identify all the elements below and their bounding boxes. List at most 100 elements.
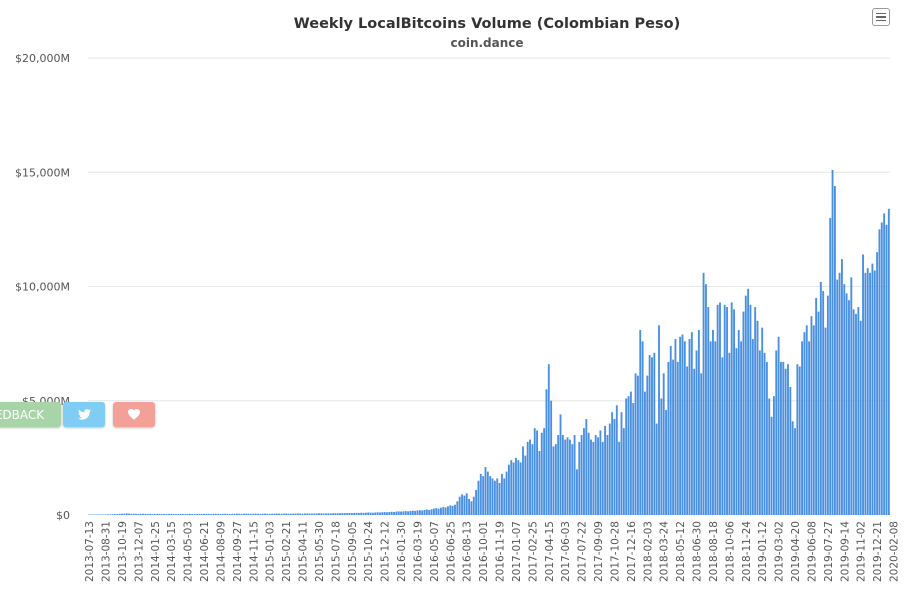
bar: [676, 361, 679, 515]
bar: [740, 341, 743, 515]
bar: [294, 513, 297, 515]
bar: [782, 361, 785, 515]
bar: [200, 513, 203, 515]
bar: [866, 268, 869, 515]
bar: [754, 307, 757, 515]
bar: [784, 368, 787, 515]
bar: [357, 512, 360, 515]
x-tick-label: 2019-11-02: [856, 521, 868, 582]
twitter-share-button[interactable]: [63, 402, 105, 427]
bar: [667, 361, 670, 515]
bar: [367, 512, 370, 515]
bar: [791, 421, 794, 515]
bar: [683, 341, 686, 515]
bar: [231, 513, 234, 515]
bar: [798, 366, 801, 515]
x-tick-label: 2014-11-15: [248, 521, 260, 582]
chart-menu-button[interactable]: [872, 8, 890, 26]
bar: [336, 513, 339, 515]
bar: [819, 281, 822, 515]
x-tick-label: 2017-04-15: [544, 521, 556, 582]
bar: [329, 513, 332, 515]
bar: [264, 513, 266, 515]
x-tick-label: 2017-06-03: [560, 521, 572, 582]
bar: [620, 412, 623, 515]
bar: [859, 320, 862, 515]
bar: [92, 514, 95, 515]
bar: [189, 513, 191, 515]
x-tick-label: 2013-07-13: [84, 521, 96, 582]
bar: [123, 513, 126, 515]
bar: [655, 423, 658, 515]
bar: [203, 513, 206, 515]
bar: [245, 513, 248, 515]
bar: [210, 513, 213, 515]
x-tick-label: 2017-12-16: [626, 521, 638, 582]
bar: [275, 513, 278, 515]
bar: [540, 432, 543, 515]
x-tick-label: 2014-01-25: [150, 521, 162, 582]
bar: [662, 373, 665, 515]
bar: [831, 169, 834, 515]
bar: [167, 513, 170, 515]
bar: [552, 446, 555, 515]
bar: [550, 400, 553, 515]
bar: [880, 222, 883, 515]
bar: [95, 514, 98, 515]
bar: [604, 425, 607, 515]
bar: [636, 375, 639, 515]
bar: [566, 437, 569, 515]
bar: [400, 511, 402, 515]
twitter-icon: [77, 409, 91, 420]
x-tick-label: 2014-06-21: [199, 521, 211, 582]
bar: [876, 252, 879, 515]
bar: [615, 405, 618, 515]
bar: [505, 471, 508, 515]
bar: [578, 441, 581, 515]
x-tick-label: 2017-07-22: [577, 521, 589, 582]
bar: [364, 512, 367, 515]
bar: [815, 297, 818, 515]
bar: [271, 513, 274, 515]
bar: [840, 259, 843, 515]
bar: [179, 513, 182, 515]
bar-series: [88, 169, 890, 515]
bar: [702, 272, 705, 515]
bar: [404, 511, 407, 515]
bar: [507, 464, 510, 515]
x-tick-label: 2018-08-18: [708, 521, 720, 582]
bar: [608, 423, 611, 515]
bar: [573, 435, 576, 515]
bar: [193, 514, 196, 515]
bar: [482, 476, 485, 515]
bar: [371, 512, 374, 515]
bar: [414, 510, 417, 515]
feedback-button[interactable]: EDBACK: [0, 402, 61, 427]
bar: [369, 512, 372, 515]
bar: [887, 208, 890, 515]
bar: [503, 478, 506, 515]
bar: [186, 513, 189, 515]
bar: [536, 430, 539, 515]
bar: [712, 329, 714, 515]
bar: [252, 513, 255, 515]
bar: [686, 366, 689, 515]
bar: [618, 441, 621, 515]
bar: [388, 512, 391, 515]
bar: [665, 409, 667, 515]
bar: [250, 513, 252, 515]
bar: [845, 293, 848, 515]
donate-button[interactable]: [113, 402, 155, 427]
bar: [489, 476, 492, 515]
bar: [658, 325, 660, 515]
bar: [545, 389, 548, 515]
bar: [257, 513, 259, 515]
bar: [585, 419, 588, 515]
bar: [836, 279, 839, 515]
bar: [355, 512, 358, 515]
bar: [207, 513, 210, 515]
bar: [554, 444, 557, 515]
bar: [442, 507, 445, 515]
bar: [625, 398, 628, 515]
x-tick-label: 2016-11-19: [495, 521, 507, 582]
